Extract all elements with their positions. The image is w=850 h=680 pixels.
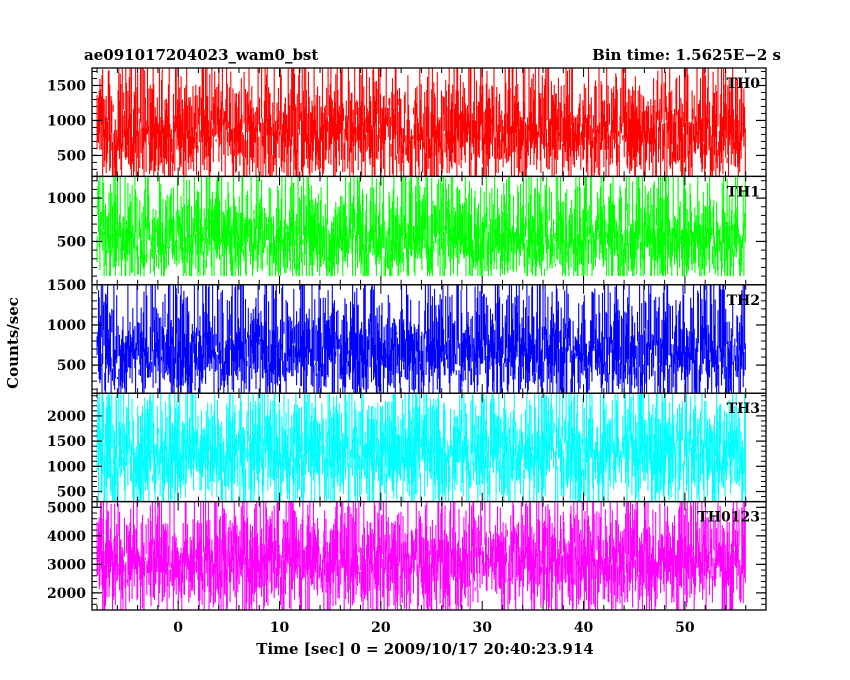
series-line-th3 — [96, 393, 746, 502]
series-line-th0 — [96, 68, 746, 177]
y-tick-label: 0 — [76, 278, 86, 294]
series-line-th2 — [96, 284, 746, 394]
panel-frame — [91, 500, 767, 611]
chart-title: ae091017204023_wam0_bst — [84, 46, 318, 64]
y-tick-label: 2000 — [47, 586, 86, 602]
y-tick-label: 1500 — [47, 78, 86, 94]
y-tick-label: 500 — [57, 485, 86, 501]
panel-label-th0123: TH0123 — [697, 510, 760, 526]
x-tick-label: 50 — [675, 620, 695, 636]
y-axis-label: Counts/sec — [4, 297, 22, 389]
x-tick-label: 40 — [574, 620, 594, 636]
axes-layer — [91, 67, 767, 611]
y-tick-label: 4000 — [47, 529, 86, 545]
series-line-th1 — [96, 176, 746, 277]
series-line-th0123 — [96, 501, 746, 610]
y-tick-label: 500 — [57, 358, 86, 374]
y-tick-label: 1000 — [47, 191, 86, 207]
y-tick-label: 1500 — [47, 434, 86, 450]
x-tick-label: 20 — [371, 620, 391, 636]
x-tick-label: 30 — [472, 620, 492, 636]
y-tick-label: 1000 — [47, 113, 86, 129]
x-axis-label: Time [sec] 0 = 2009/10/17 20:40:23.914 — [256, 640, 593, 658]
y-tick-label: 1000 — [47, 318, 86, 334]
x-tick-label: 0 — [173, 620, 183, 636]
panel-label-th1: TH1 — [727, 184, 760, 200]
y-tick-label: 5000 — [47, 500, 86, 516]
x-tick-label: 10 — [270, 620, 290, 636]
y-tick-label: 1500 — [47, 278, 86, 294]
panel-label-th3: TH3 — [727, 401, 760, 417]
y-tick-label: 1000 — [47, 459, 86, 475]
bin-time-label: Bin time: 1.5625E−2 s — [592, 46, 781, 64]
y-tick-label: 500 — [57, 148, 86, 164]
panel-label-th0: TH0 — [727, 76, 761, 92]
text-layer: ae091017204023_wam0_bst Bin time: 1.5625… — [4, 46, 781, 658]
y-tick-label: 3000 — [47, 557, 86, 573]
data-layer — [96, 68, 746, 610]
panel-label-th2: TH2 — [727, 293, 760, 309]
y-tick-label: 2000 — [47, 409, 86, 425]
y-tick-label: 500 — [57, 234, 86, 250]
